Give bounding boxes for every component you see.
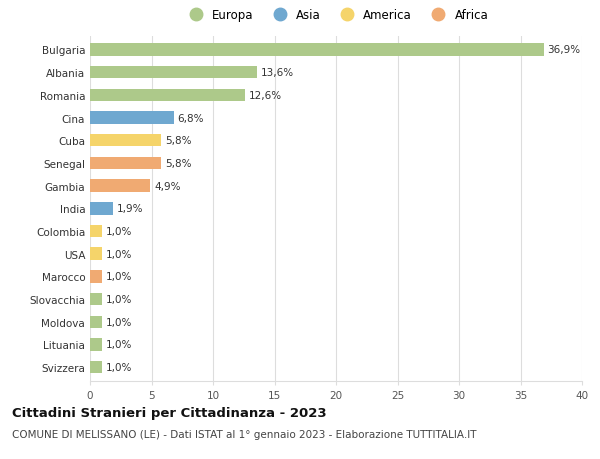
Bar xyxy=(90,112,173,124)
Text: 1,0%: 1,0% xyxy=(106,226,133,236)
Bar xyxy=(90,270,102,283)
Text: 1,0%: 1,0% xyxy=(106,340,133,350)
Text: 1,0%: 1,0% xyxy=(106,294,133,304)
Bar xyxy=(90,361,102,374)
Text: 36,9%: 36,9% xyxy=(548,45,581,55)
Text: COMUNE DI MELISSANO (LE) - Dati ISTAT al 1° gennaio 2023 - Elaborazione TUTTITAL: COMUNE DI MELISSANO (LE) - Dati ISTAT al… xyxy=(12,429,476,439)
Text: 12,6%: 12,6% xyxy=(248,90,282,101)
Bar xyxy=(90,225,102,238)
Bar xyxy=(90,157,161,170)
Text: 5,8%: 5,8% xyxy=(165,158,191,168)
Bar xyxy=(90,180,150,192)
Text: 5,8%: 5,8% xyxy=(165,136,191,146)
Text: 1,0%: 1,0% xyxy=(106,317,133,327)
Legend: Europa, Asia, America, Africa: Europa, Asia, America, Africa xyxy=(179,5,493,27)
Text: 6,8%: 6,8% xyxy=(178,113,204,123)
Bar xyxy=(90,67,257,79)
Text: 1,0%: 1,0% xyxy=(106,272,133,282)
Text: 1,0%: 1,0% xyxy=(106,363,133,372)
Bar xyxy=(90,316,102,328)
Bar xyxy=(90,248,102,260)
Text: 1,9%: 1,9% xyxy=(117,204,143,214)
Bar xyxy=(90,293,102,306)
Text: 13,6%: 13,6% xyxy=(261,68,294,78)
Bar xyxy=(90,202,113,215)
Bar xyxy=(90,134,161,147)
Bar xyxy=(90,90,245,102)
Bar xyxy=(90,338,102,351)
Text: 4,9%: 4,9% xyxy=(154,181,181,191)
Text: 1,0%: 1,0% xyxy=(106,249,133,259)
Text: Cittadini Stranieri per Cittadinanza - 2023: Cittadini Stranieri per Cittadinanza - 2… xyxy=(12,406,326,419)
Bar xyxy=(90,44,544,56)
